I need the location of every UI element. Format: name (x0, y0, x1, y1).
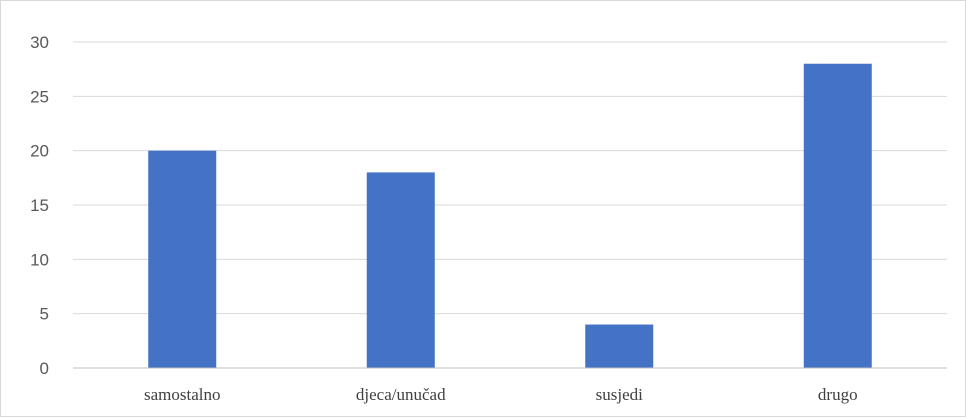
y-axis-ticks: 0 5 10 15 20 25 30 (30, 33, 49, 378)
bar-2 (366, 172, 435, 368)
bar-1 (148, 150, 217, 368)
gridlines (73, 41, 947, 315)
bars (148, 63, 872, 368)
y-tick-label-10: 10 (30, 250, 49, 269)
x-tick-label-2: djeca/unučad (356, 385, 446, 404)
bar-3 (585, 324, 654, 368)
y-tick-label-0: 0 (40, 359, 49, 378)
y-tick-label-30: 30 (30, 33, 49, 52)
x-axis-ticks: samostalno djeca/unučad susjedi drugo (144, 385, 858, 404)
y-tick-label-20: 20 (30, 142, 49, 161)
bar-4 (803, 63, 872, 368)
y-tick-label-15: 15 (30, 196, 49, 215)
x-tick-label-1: samostalno (144, 385, 221, 404)
y-tick-label-5: 5 (40, 305, 49, 324)
y-tick-label-25: 25 (30, 87, 49, 106)
x-tick-label-3: susjedi (596, 385, 644, 404)
x-tick-label-4: drugo (818, 385, 858, 404)
